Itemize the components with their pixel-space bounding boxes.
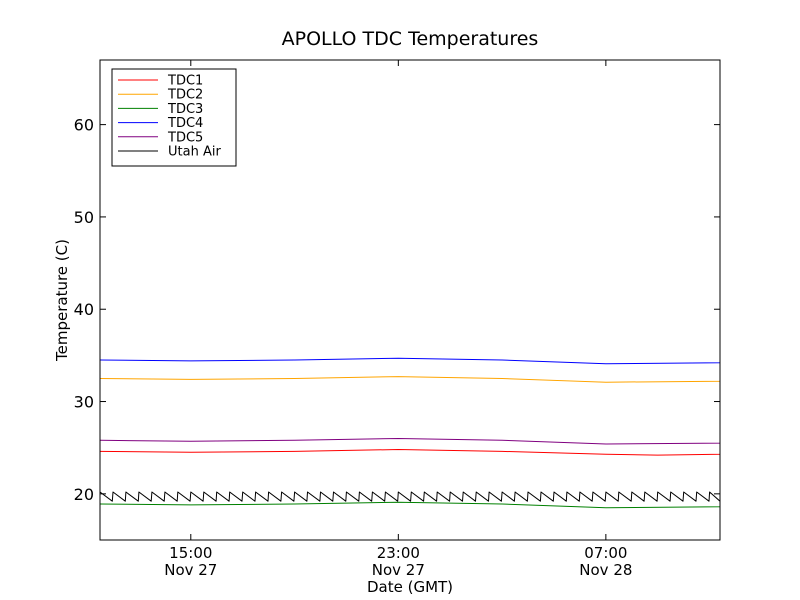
x-tick-time-label: 07:00	[584, 544, 627, 562]
legend-label: TDC3	[167, 102, 203, 117]
plot-frame	[99, 59, 721, 541]
series-line-tdc1	[100, 439, 720, 456]
y-tick-label: 20	[74, 485, 94, 504]
series-line-tdc4	[100, 324, 720, 365]
series-line-utah-air	[100, 491, 720, 502]
x-tick-time-label: 15:00	[169, 544, 212, 562]
series-group	[100, 324, 720, 509]
legend-label: TDC2	[167, 88, 203, 103]
legend-label: TDC4	[167, 116, 203, 131]
series-line-tdc3	[100, 480, 720, 509]
legend-label: Utah Air	[168, 145, 221, 160]
legend-box	[111, 68, 237, 167]
y-tick-label: 50	[74, 208, 94, 227]
x-tick-time-label: 23:00	[377, 544, 420, 562]
y-tick-label: 30	[74, 393, 94, 412]
x-axis-label: Date (GMT)	[367, 578, 453, 596]
chart-title: APOLLO TDC Temperatures	[282, 28, 539, 50]
x-tick-date-label: Nov 27	[372, 561, 425, 579]
y-tick-label: 60	[74, 116, 94, 135]
x-tick-date-label: Nov 28	[579, 561, 632, 579]
legend-label: TDC1	[167, 74, 203, 89]
series-line-tdc5	[100, 421, 720, 445]
series-line-tdc2	[100, 360, 720, 383]
x-tick-date-label: Nov 27	[164, 561, 217, 579]
legend-label: TDC5	[167, 130, 203, 145]
y-axis-label: Temperature (C)	[53, 239, 71, 362]
y-tick-label: 40	[74, 300, 94, 319]
